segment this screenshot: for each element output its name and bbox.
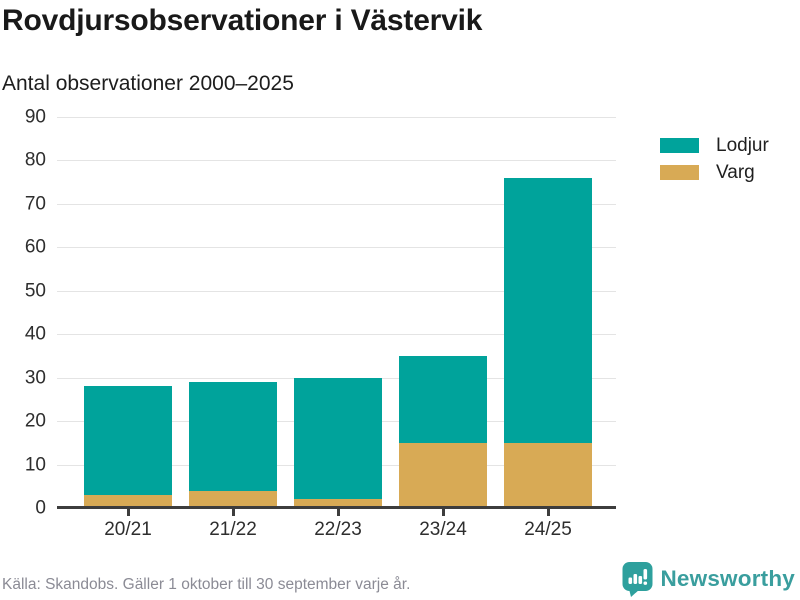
bar-segment-lodjur-21-22 <box>189 382 277 491</box>
brand-name: Newsworthy <box>660 566 795 591</box>
legend-label-lodjur: Lodjur <box>716 134 769 156</box>
bar-segment-lodjur-22-23 <box>294 377 382 500</box>
source-note: Källa: Skandobs. Gäller 1 oktober till 3… <box>2 576 411 593</box>
bar-segment-lodjur-23-24 <box>399 355 487 443</box>
x-tick-label-21-22: 21/22 <box>209 519 257 540</box>
chart-subtitle: Antal observationer 2000–2025 <box>2 72 294 95</box>
gridline-40 <box>57 334 616 336</box>
x-tick-24-25 <box>546 508 550 516</box>
y-tick-label-30: 30 <box>24 367 46 389</box>
legend: Lodjur Varg <box>660 132 769 186</box>
bar-segment-varg-24-25 <box>504 442 592 508</box>
y-tick-label-70: 70 <box>24 193 46 215</box>
legend-row-lodjur: Lodjur <box>660 132 769 159</box>
x-axis-baseline <box>57 506 616 509</box>
y-tick-label-50: 50 <box>24 280 46 302</box>
brand-logo: Newsworthy <box>622 561 795 597</box>
bar-segment-varg-23-24 <box>399 442 487 508</box>
bar-segment-varg-22-23 <box>294 499 382 508</box>
y-tick-label-20: 20 <box>24 410 46 432</box>
gridline-70 <box>57 203 616 205</box>
legend-label-varg: Varg <box>716 161 755 183</box>
y-tick-label-0: 0 <box>35 497 46 519</box>
y-tick-label-10: 10 <box>24 454 46 476</box>
bar-segment-varg-21-22 <box>189 490 277 508</box>
x-tick-label-23-24: 23/24 <box>419 519 467 540</box>
x-tick-20-21 <box>126 508 130 516</box>
gridline-80 <box>57 160 616 162</box>
x-tick-21-22 <box>231 508 235 516</box>
x-tick-label-20-21: 20/21 <box>104 519 152 540</box>
gridline-50 <box>57 290 616 292</box>
plot-area <box>57 117 616 516</box>
bar-segment-varg-20-21 <box>84 494 172 508</box>
y-tick-label-60: 60 <box>24 236 46 258</box>
legend-swatch-lodjur <box>660 138 699 153</box>
y-tick-label-90: 90 <box>24 106 46 128</box>
x-tick-label-24-25: 24/25 <box>524 519 572 540</box>
legend-row-varg: Varg <box>660 159 769 186</box>
x-tick-label-22-23: 22/23 <box>314 519 362 540</box>
legend-swatch-varg <box>660 165 699 180</box>
gridline-60 <box>57 247 616 249</box>
bar-segment-lodjur-24-25 <box>504 177 592 443</box>
y-tick-label-40: 40 <box>24 323 46 345</box>
gridline-90 <box>57 117 616 118</box>
x-tick-23-24 <box>441 508 445 516</box>
x-tick-22-23 <box>336 508 340 516</box>
y-tick-label-80: 80 <box>24 149 46 171</box>
newsworthy-icon <box>622 562 653 597</box>
chart-title: Rovdjursobservationer i Västervik <box>2 4 483 37</box>
bar-segment-lodjur-20-21 <box>84 386 172 495</box>
